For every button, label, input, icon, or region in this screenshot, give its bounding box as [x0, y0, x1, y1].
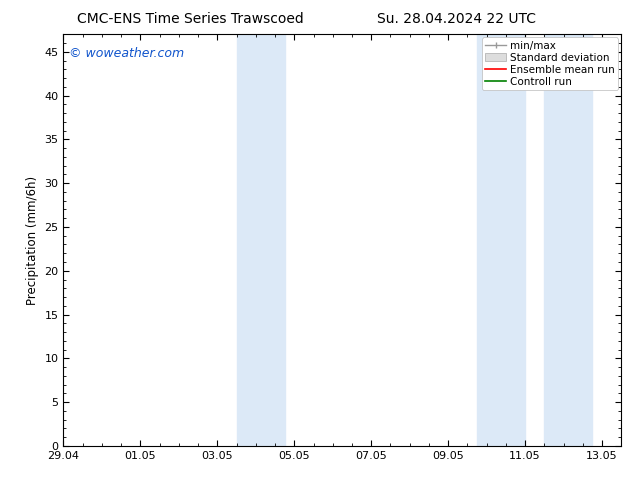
Bar [545, 34, 592, 446]
Text: Su. 28.04.2024 22 UTC: Su. 28.04.2024 22 UTC [377, 12, 536, 26]
Text: CMC-ENS Time Series Trawscoed: CMC-ENS Time Series Trawscoed [77, 12, 304, 26]
Bar [477, 34, 525, 446]
Text: © woweather.com: © woweather.com [69, 47, 184, 60]
Y-axis label: Precipitation (mm/6h): Precipitation (mm/6h) [26, 175, 39, 305]
Legend: min/max, Standard deviation, Ensemble mean run, Controll run: min/max, Standard deviation, Ensemble me… [482, 37, 618, 90]
Bar [236, 34, 285, 446]
